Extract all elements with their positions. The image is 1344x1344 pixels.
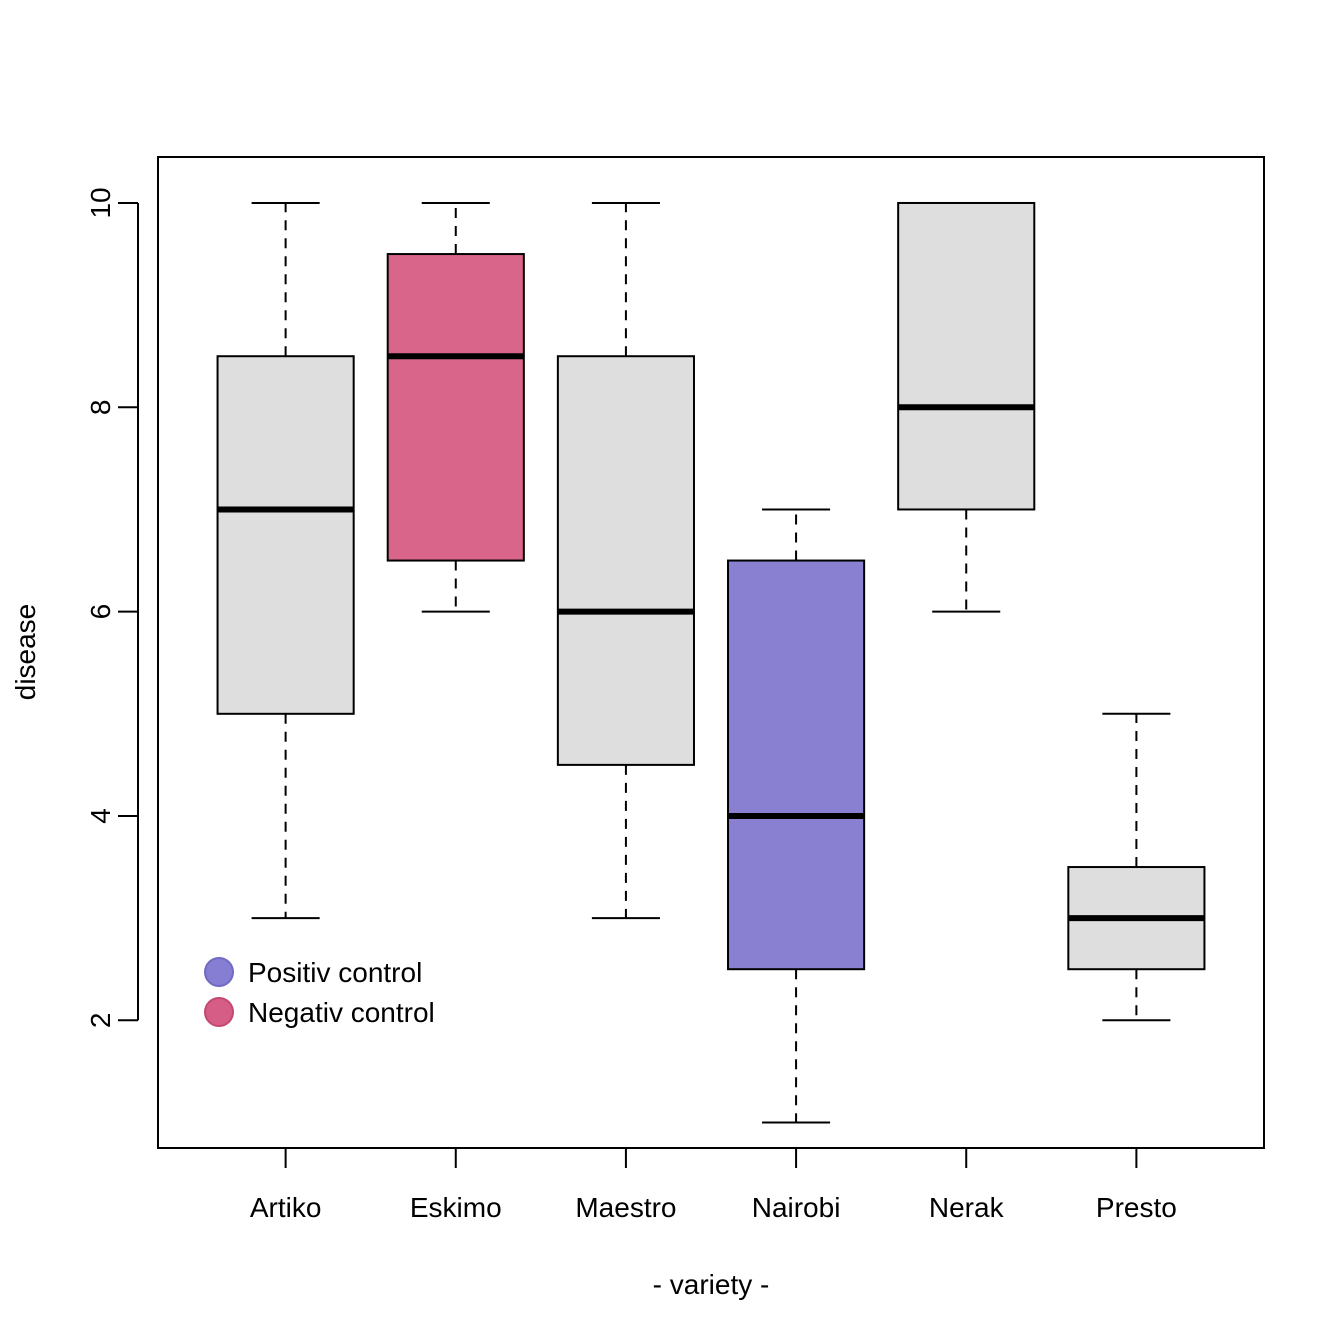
legend: Positiv control Negativ control [204,957,435,1028]
box-body [897,201,1036,511]
x-tick-label: Presto [1096,1192,1177,1223]
boxes-layer [216,201,1206,1124]
legend-label-positive: Positiv control [248,957,422,988]
box-body [216,355,355,715]
box-body [727,559,866,971]
box-body [386,253,525,562]
y-axis-title: disease [10,604,41,701]
plot-frame [157,156,1265,1149]
box-maestro [556,201,695,920]
y-tick-label: 8 [85,400,116,416]
box-presto [1067,712,1206,1022]
x-axis: Artiko Eskimo Maestro Nairobi Nerak Presto [250,1148,1177,1223]
y-tick-label: 10 [85,187,116,218]
y-tick-label: 2 [85,1013,116,1029]
x-tick-label: Nairobi [752,1192,841,1223]
box-artiko [216,201,355,920]
box-nairobi [727,508,866,1124]
x-tick-label: Maestro [575,1192,676,1223]
y-tick-label: 6 [85,604,116,620]
box-body [556,355,695,766]
y-axis: 2 4 6 8 10 [85,187,139,1029]
x-axis-title: - variety - [653,1269,770,1300]
x-tick-label: Eskimo [410,1192,502,1223]
legend-marker-negative [204,997,234,1027]
legend-marker-positive [204,957,234,987]
box-eskimo [386,201,525,613]
legend-label-negative: Negativ control [248,997,435,1028]
box-nerak [897,201,1036,613]
x-tick-label: Artiko [250,1192,322,1223]
x-tick-label: Nerak [929,1192,1005,1223]
y-tick-label: 4 [85,808,116,824]
